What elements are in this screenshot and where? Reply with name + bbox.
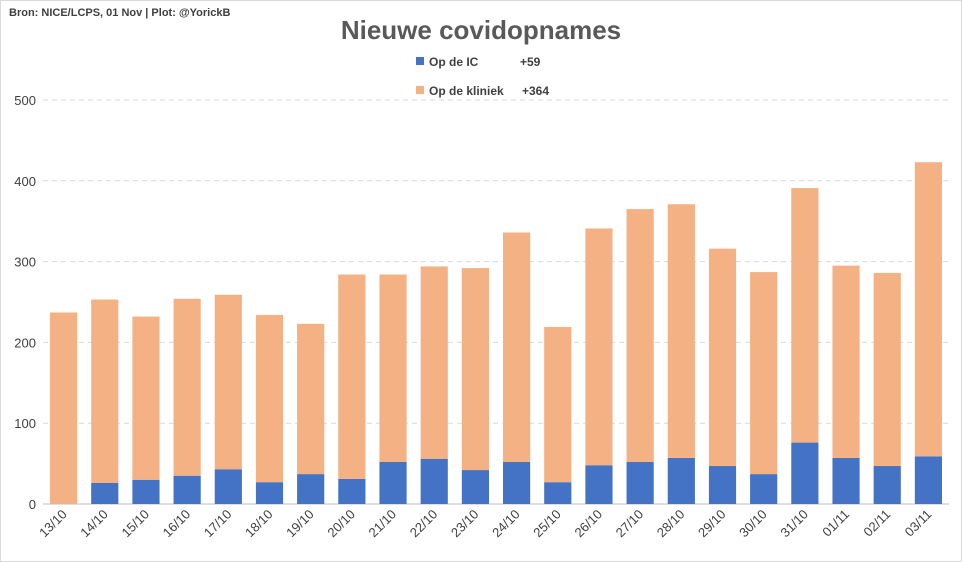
x-axis-ticks: 13/10 14/10 15/10 16/10 17/10 18/10 19/10 20/10…: [36, 507, 934, 541]
bar-kliniek: [214, 294, 242, 470]
bar-kliniek: [791, 188, 819, 443]
chart-title: Nieuwe covidopnames: [340, 15, 622, 45]
x-tick-label: 13/10: [36, 507, 70, 541]
bar-kliniek: [173, 298, 201, 476]
bar-ic: [585, 465, 613, 504]
x-tick-label: 22/10: [407, 507, 441, 541]
bar-ic: [667, 457, 695, 504]
bar-kliniek: [873, 272, 901, 467]
y-tick-label: 300: [14, 255, 36, 270]
bar-ic: [420, 458, 448, 504]
bar-kliniek: [379, 274, 407, 462]
legend-delta-kliniek: +364: [522, 84, 549, 98]
bar-ic: [173, 475, 201, 504]
bar-ic: [255, 482, 284, 504]
bar-kliniek: [503, 232, 531, 462]
bar-kliniek: [832, 265, 860, 458]
legend-swatch-kliniek: [416, 86, 424, 94]
y-tick-label: 500: [14, 93, 36, 108]
bar-kliniek: [750, 272, 778, 475]
x-tick-label: 17/10: [201, 507, 235, 541]
source-credit: Bron: NICE/LCPS, 01 Nov | Plot: @YorickB: [9, 7, 231, 19]
bar-ic: [544, 482, 572, 504]
bar-kliniek: [544, 327, 572, 483]
bar-kliniek: [255, 314, 284, 483]
legend-label-ic: Op de IC: [429, 55, 479, 69]
x-tick-label: 30/10: [736, 507, 770, 541]
bar-kliniek: [667, 204, 695, 458]
bar-ic: [461, 470, 489, 504]
bar-ic: [914, 456, 942, 504]
y-tick-label: 200: [14, 335, 36, 350]
x-tick-label: 14/10: [77, 507, 111, 541]
bar-kliniek: [132, 316, 160, 480]
bar-ic: [791, 442, 819, 504]
x-tick-label: 31/10: [777, 507, 811, 541]
x-tick-label: 24/10: [489, 507, 523, 541]
x-tick-label: 23/10: [448, 507, 482, 541]
legend-label-kliniek: Op de kliniek: [429, 84, 504, 98]
bar-ic: [832, 457, 860, 504]
bar-kliniek: [461, 268, 489, 471]
x-tick-label: 28/10: [654, 507, 688, 541]
bar-kliniek: [50, 312, 78, 504]
bar-ic: [873, 466, 901, 504]
y-axis-ticks: 0 100 200 300 400 500: [14, 93, 36, 512]
x-tick-label: 25/10: [530, 507, 564, 541]
bar-ic: [708, 466, 737, 504]
bar-ic: [338, 478, 366, 504]
bar-ic: [214, 469, 242, 504]
bar-ic: [503, 461, 531, 504]
bar-ic: [297, 474, 325, 504]
bar-ic: [132, 479, 160, 504]
x-tick-label: 03/11: [902, 507, 935, 540]
legend-delta-ic: +59: [520, 55, 541, 69]
bar-kliniek: [914, 162, 942, 457]
x-tick-label: 02/11: [860, 507, 893, 540]
x-tick-label: 16/10: [160, 507, 194, 541]
x-tick-label: 29/10: [695, 507, 729, 541]
x-tick-label: 20/10: [324, 507, 358, 541]
bar-kliniek: [420, 266, 448, 459]
x-tick-label: 21/10: [366, 507, 400, 541]
x-tick-label: 15/10: [118, 507, 152, 541]
bar-ic: [91, 482, 119, 504]
bar-kliniek: [338, 274, 366, 479]
x-tick-label: 19/10: [283, 507, 317, 541]
bar-ic: [626, 461, 654, 504]
legend: Op de IC +59 Op de kliniek +364: [416, 55, 549, 98]
x-tick-label: 01/11: [819, 507, 852, 540]
bar-kliniek: [708, 248, 737, 467]
x-tick-label: 26/10: [571, 507, 605, 541]
bar-kliniek: [626, 209, 654, 462]
y-tick-label: 0: [29, 497, 36, 512]
bars: [50, 162, 942, 504]
x-tick-label: 18/10: [242, 507, 276, 541]
bar-kliniek: [91, 299, 119, 483]
bar-ic: [750, 474, 778, 504]
bar-kliniek: [297, 323, 325, 475]
y-tick-label: 400: [14, 174, 36, 189]
bar-ic: [379, 461, 407, 504]
x-tick-label: 27/10: [613, 507, 647, 541]
legend-swatch-ic: [416, 57, 424, 65]
y-tick-label: 100: [14, 416, 36, 431]
bar-kliniek: [585, 228, 613, 466]
